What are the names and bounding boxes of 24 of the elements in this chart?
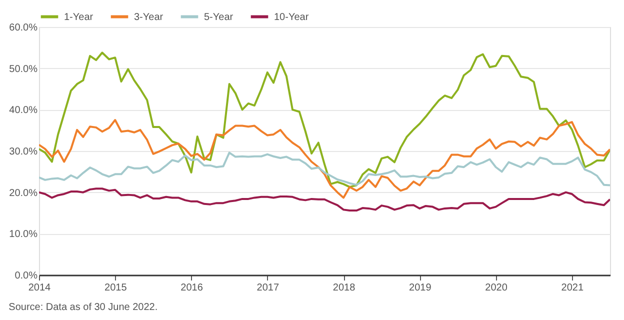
source-note: Source: Data as of 30 June 2022.: [8, 302, 158, 313]
y-tick-label: 20.0%: [9, 188, 38, 199]
x-tick-label: 2015: [104, 282, 128, 294]
x-tick-label: 2019: [409, 282, 432, 294]
line-series: [39, 119, 610, 199]
y-tick-label: 40.0%: [9, 105, 38, 116]
y-tick-label: 30.0%: [9, 146, 38, 158]
line-series: [39, 188, 610, 212]
x-tick-label: 2016: [180, 282, 204, 294]
x-tick-label: 2018: [332, 282, 356, 294]
x-tick-label: 2021: [561, 282, 584, 294]
legend-label: 1-Year: [64, 12, 94, 23]
y-tick-label: 0.0%: [14, 270, 38, 282]
x-tick-label: 2020: [485, 282, 508, 294]
y-tick-label: 50.0%: [9, 64, 38, 75]
line-series: [39, 52, 610, 188]
legend-label: 3-Year: [134, 12, 164, 23]
y-tick-label: 10.0%: [9, 229, 38, 240]
x-tick-label: 2014: [28, 282, 52, 294]
legend-label: 10-Year: [274, 12, 310, 23]
line-series: [39, 152, 610, 186]
legend-label: 5-Year: [204, 12, 234, 23]
y-tick-label: 60.0%: [9, 22, 38, 34]
x-tick-label: 2017: [256, 282, 280, 294]
